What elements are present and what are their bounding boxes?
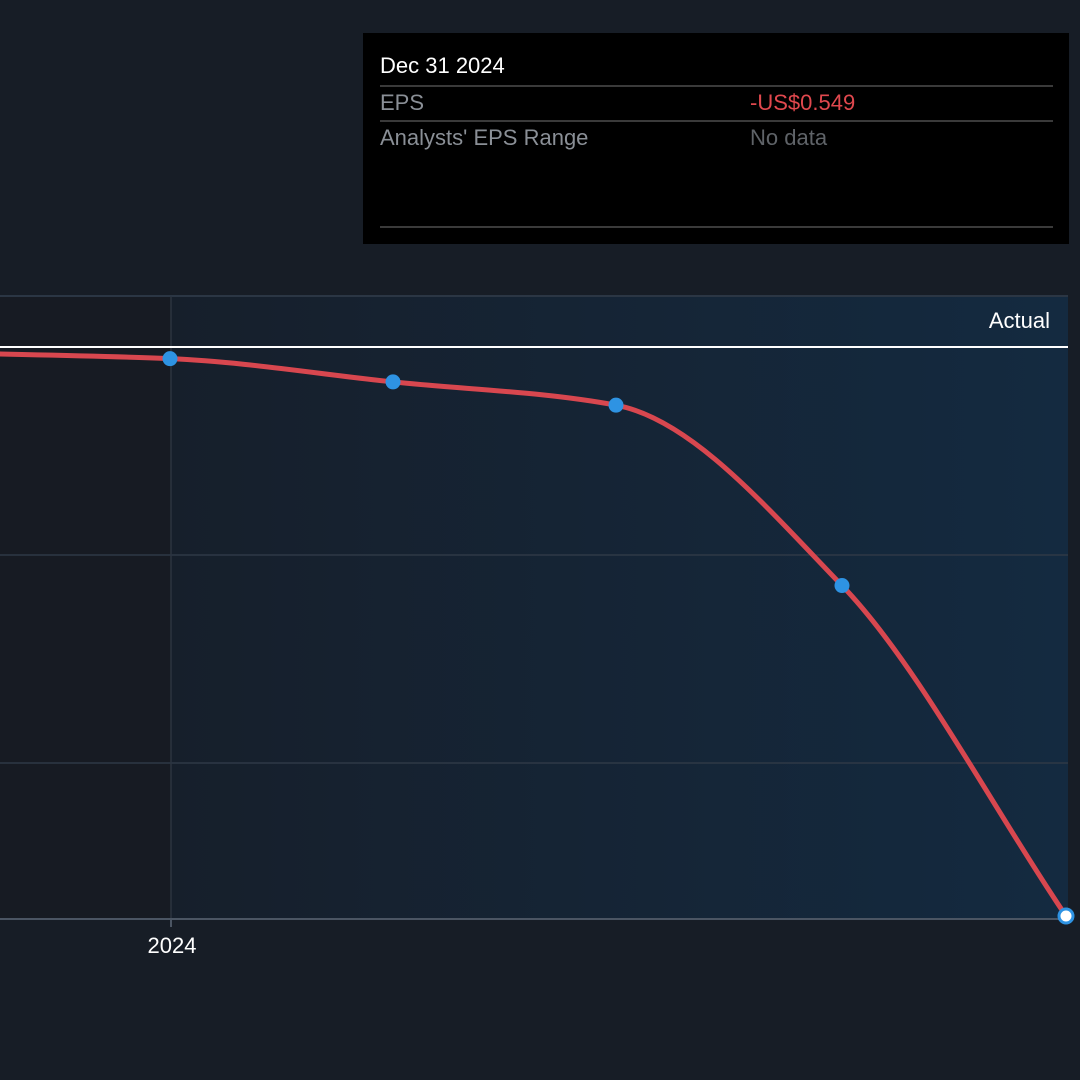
actual-label: Actual (989, 308, 1050, 333)
tooltip-divider (380, 226, 1053, 228)
tooltip-divider (380, 120, 1053, 122)
eps-point[interactable] (162, 351, 178, 367)
eps-point[interactable] (608, 397, 624, 413)
actual-region (171, 296, 1068, 919)
eps-points (162, 351, 1075, 925)
eps-point-selected[interactable] (1057, 907, 1075, 925)
tooltip-eps-value: -US$0.549 (750, 90, 856, 115)
eps-point[interactable] (834, 578, 850, 594)
eps-point[interactable] (385, 374, 401, 390)
past-region (0, 296, 171, 919)
tooltip-eps-label: EPS (380, 90, 425, 115)
tooltip-range-value: No data (750, 125, 828, 150)
tooltip-range-label: Analysts' EPS Range (380, 125, 589, 150)
x-tick-label: 2024 (148, 933, 197, 958)
tooltip-date: Dec 31 2024 (380, 53, 505, 78)
tooltip-divider (380, 85, 1053, 87)
tooltip-panel: Dec 31 2024 EPS -US$0.549 Analysts' EPS … (363, 33, 1069, 244)
